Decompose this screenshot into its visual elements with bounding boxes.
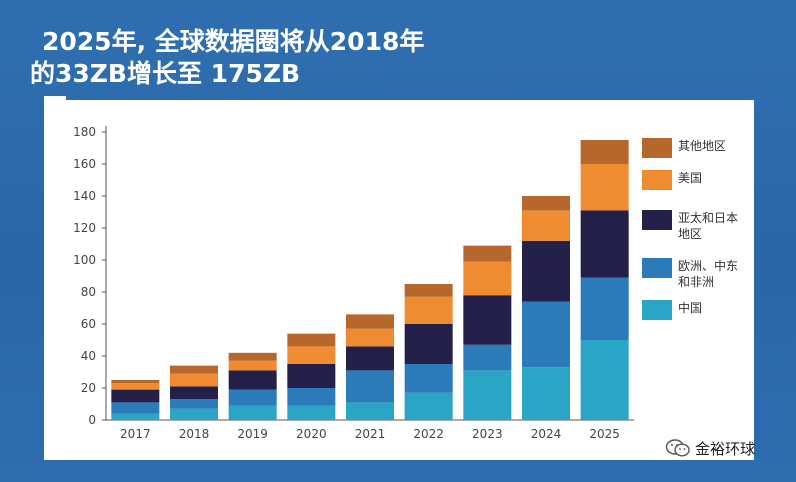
bar-segment (228, 352, 277, 361)
bar-segment (404, 296, 453, 324)
legend-item: 其他地区 (642, 138, 744, 158)
bar-segment (111, 380, 160, 384)
bar-segment (522, 301, 570, 368)
legend-swatch (642, 210, 672, 230)
x-tick-label: 2024 (531, 427, 562, 441)
bar-segment (170, 365, 218, 374)
x-tick-label: 2025 (589, 427, 620, 441)
y-tick-label: 180 (73, 125, 96, 139)
bar-segment (170, 373, 218, 387)
wechat-icon (665, 439, 690, 457)
stacked-bar-chart: 0 20 40 60 80 100 120 140 160 180 2017 2018 2019 2020… (73, 125, 634, 441)
y-tick-label: 40 (81, 349, 96, 363)
bar-segment (463, 370, 512, 420)
bar-segment (580, 340, 629, 420)
x-tick-label: 2018 (179, 427, 210, 441)
chart-panel: 0 20 40 60 80 100 120 140 160 180 2017 2018 2019 2020… (44, 100, 754, 460)
bar-segment (404, 284, 453, 297)
bar-segment (170, 399, 218, 409)
chart-title-line2: 的33ZB增长至 175ZB (30, 59, 301, 88)
bar-segment (111, 413, 160, 420)
bar-segment (170, 408, 218, 420)
legend-label: 其他地区 (678, 139, 727, 153)
bar-segment (346, 370, 394, 403)
legend-swatch (642, 300, 672, 320)
bar-segment (228, 370, 277, 390)
panel-notch (44, 96, 66, 100)
legend-label: 欧洲、中东和非洲 (678, 259, 739, 289)
bar-segment (170, 386, 218, 400)
bar-segment (580, 164, 629, 211)
watermark: 金裕环球 (665, 436, 755, 460)
y-tick-label: 0 (88, 413, 96, 427)
bar-segment (346, 402, 394, 420)
x-tick-label: 2022 (413, 427, 444, 441)
bar-segment (463, 245, 512, 262)
legend-swatch (642, 258, 672, 278)
y-tick-label: 80 (81, 285, 96, 299)
x-tick-label: 2017 (120, 427, 151, 441)
y-tick-label: 140 (73, 189, 96, 203)
bar-segment (228, 405, 277, 420)
bar-segment (287, 333, 336, 347)
legend-label: 美国 (678, 171, 703, 185)
bar-segment (346, 328, 394, 347)
y-tick-label: 60 (81, 317, 96, 331)
legend-item: 中国 (642, 300, 744, 320)
y-tick-label: 20 (81, 381, 96, 395)
bar-segment (346, 314, 394, 329)
bar-segment (111, 389, 160, 403)
bar-segment (580, 210, 629, 278)
legend-swatch (642, 138, 672, 158)
bar-segment (287, 388, 336, 406)
bar-segment (287, 364, 336, 388)
bar-segment (522, 367, 570, 420)
bar-segment (404, 324, 453, 364)
bar-segment (463, 261, 512, 296)
bar-segment (522, 210, 570, 241)
legend-label: 中国 (678, 301, 703, 315)
legend-label: 亚太和日本地区 (678, 211, 739, 241)
watermark-text: 金裕环球 (695, 439, 756, 458)
bar-segment (463, 344, 512, 371)
bar-segment (463, 295, 512, 345)
bar-segment (287, 346, 336, 364)
legend-item: 美国 (642, 170, 744, 190)
legend-item: 欧洲、中东和非洲 (642, 258, 744, 290)
bar-segment (580, 140, 629, 164)
x-tick-label: 2019 (237, 427, 268, 441)
bar-segment (580, 277, 629, 340)
bar-segment (228, 360, 277, 371)
y-tick-label: 100 (73, 253, 96, 267)
bar-segment (111, 383, 160, 390)
bar-segment (287, 405, 336, 420)
chart-title-line1: 2025年, 全球数据圈将从2018年 (42, 27, 425, 56)
bar-segment (404, 392, 453, 420)
bar-segment (346, 346, 394, 371)
x-tick-label: 2023 (472, 427, 503, 441)
chart-title: 2025年, 全球数据圈将从2018年 的33ZB增长至 175ZB (30, 26, 590, 90)
bar-segment (522, 196, 570, 211)
bar-segment (522, 240, 570, 302)
bar-segment (228, 389, 277, 406)
bar-segment (111, 402, 160, 414)
x-tick-label: 2020 (296, 427, 327, 441)
legend-swatch (642, 170, 672, 190)
y-tick-label: 120 (73, 221, 96, 235)
legend-item: 亚太和日本地区 (642, 210, 744, 242)
bar-segment (404, 364, 453, 393)
y-tick-label: 160 (73, 157, 96, 171)
x-tick-label: 2021 (355, 427, 386, 441)
